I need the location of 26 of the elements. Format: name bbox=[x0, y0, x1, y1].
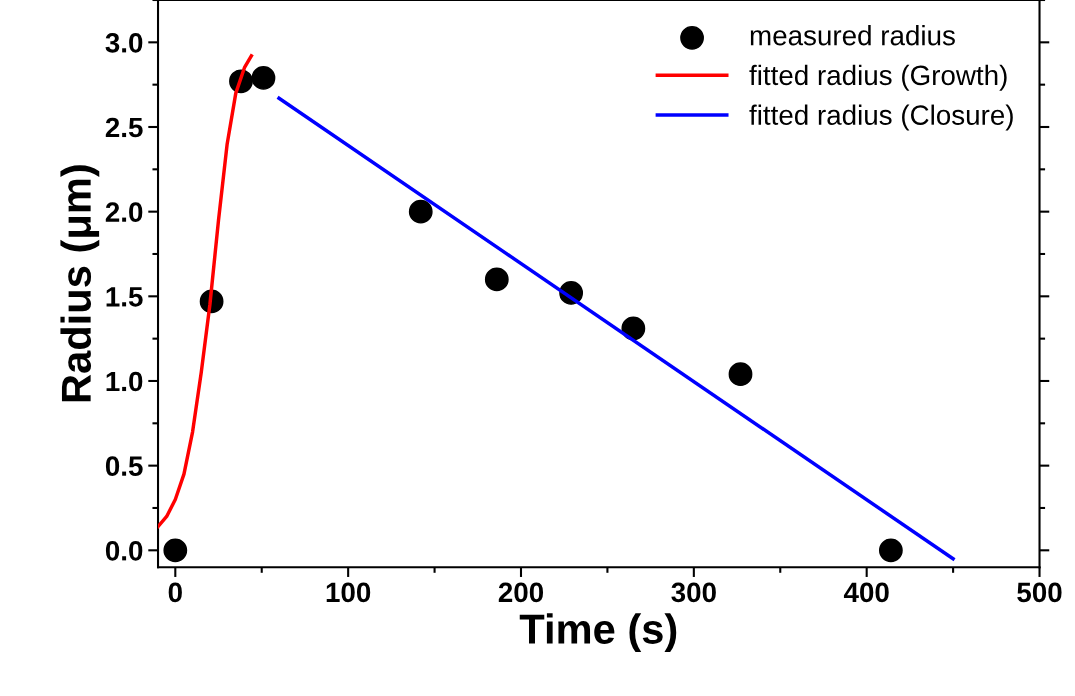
x-tick-label: 200 bbox=[498, 582, 544, 603]
line-series bbox=[158, 54, 254, 529]
point bbox=[163, 538, 188, 563]
y-tick-label: 1.5 bbox=[106, 287, 143, 307]
point bbox=[251, 65, 276, 90]
point bbox=[408, 199, 433, 224]
y-tick-label: 2.5 bbox=[105, 117, 143, 138]
legend-label: fitted radius (Growth) bbox=[749, 64, 1007, 91]
y-tick-label: 0.0 bbox=[105, 540, 143, 561]
x-tick-label: 0 bbox=[168, 582, 182, 603]
x-tick-label: 400 bbox=[843, 582, 889, 603]
x-tick-label: 100 bbox=[326, 582, 371, 603]
point bbox=[621, 316, 646, 341]
x-tick-label: 500 bbox=[1017, 582, 1062, 603]
y-tick-label: 2.0 bbox=[105, 202, 143, 222]
point bbox=[728, 362, 753, 387]
y-axis-title: Radius (μm) bbox=[60, 165, 100, 402]
y-tick-label: 3.0 bbox=[105, 33, 143, 53]
legend-label: measured radius bbox=[750, 25, 955, 46]
point bbox=[878, 538, 903, 563]
x-axis-title: Time (s) bbox=[519, 613, 677, 653]
x-tick-label: 300 bbox=[671, 582, 716, 603]
legend-label: fitted radius (Closure) bbox=[749, 104, 1013, 131]
point bbox=[484, 267, 509, 292]
y-tick-label: 0.5 bbox=[105, 456, 143, 476]
y-tick-label: 1.0 bbox=[106, 371, 143, 392]
